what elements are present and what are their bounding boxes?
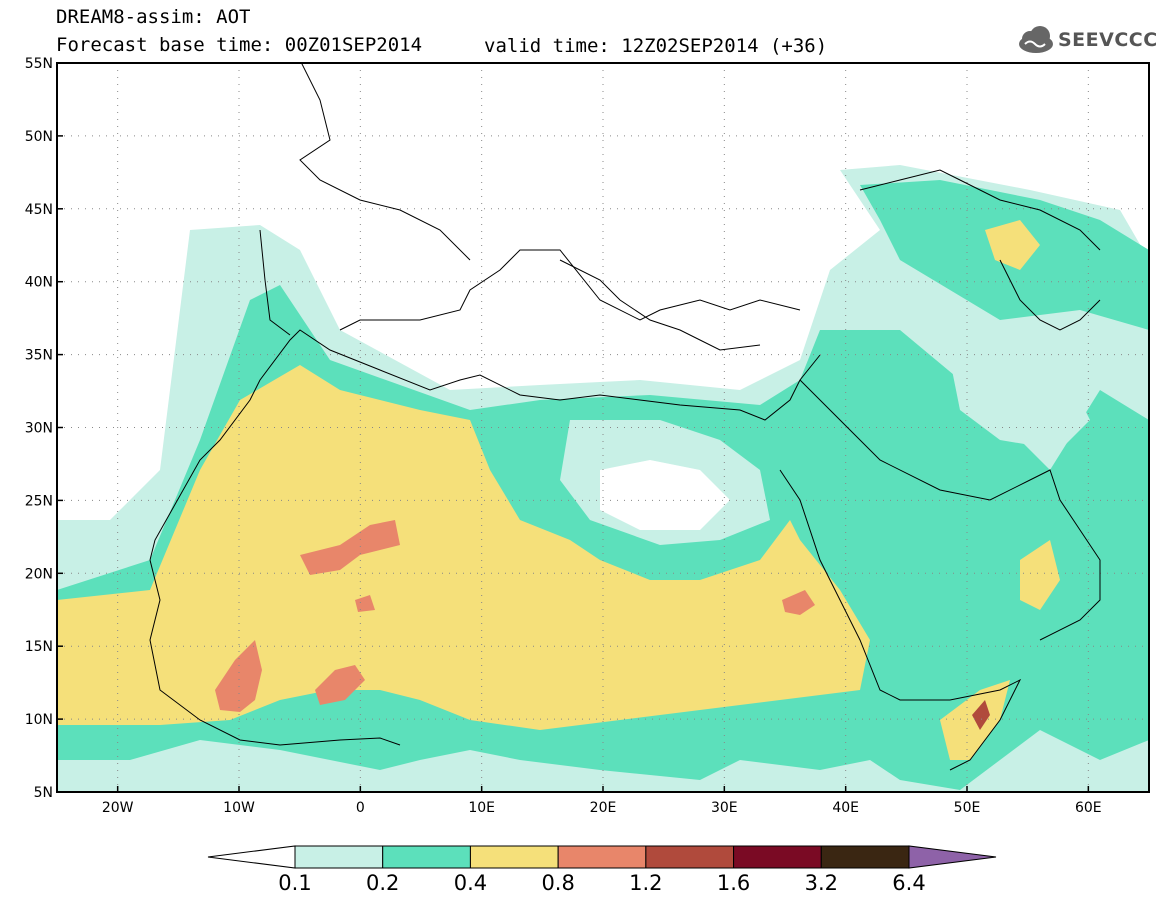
aot-band-0.4-arabia (1020, 540, 1060, 610)
seevccc-logo: SEEVCCC (1016, 24, 1158, 58)
colorbar-max-arrow (908, 845, 997, 869)
lon-axis-labels: 20W 10W 0 10E 20E 30E 40E 50E 60E (102, 786, 1102, 816)
lat-label: 45N (25, 202, 53, 218)
lon-label: 30E (711, 800, 738, 816)
colorbar-level-label: 3.2 (805, 871, 838, 895)
colorbar-swatch (294, 845, 384, 869)
lon-label: 10E (468, 800, 495, 816)
aot-band-0.8-b (355, 595, 375, 612)
logo-text: SEEVCCC (1058, 29, 1158, 51)
colorbar-level-label: 0.4 (454, 871, 487, 895)
colorbar-swatch (645, 845, 735, 869)
lat-label: 55N (25, 56, 53, 72)
aot-band-0.8-a (300, 520, 400, 575)
lat-label: 5N (34, 785, 53, 801)
gridlines (57, 63, 1149, 792)
lon-label: 0 (356, 800, 365, 816)
colorbar-level-label: 0.1 (278, 871, 311, 895)
colorbar-level-label: 6.4 (892, 871, 925, 895)
lat-label: 10N (25, 712, 53, 728)
colorbar-level-label: 1.6 (717, 871, 750, 895)
aot-band-0.8-e (782, 590, 815, 615)
map-title: DREAM8-assim: AOT (56, 6, 251, 28)
colorbar-level-label: 1.2 (629, 871, 662, 895)
aot-band-0.8-c (215, 640, 262, 712)
colorbar-swatch (469, 845, 559, 869)
coastlines (149, 63, 1101, 771)
cloud-icon (1019, 26, 1053, 53)
colorbar-swatch (733, 845, 822, 869)
lat-label: 50N (25, 129, 53, 145)
lat-axis-labels: 55N 50N 45N 40N 35N 30N 25N 20N 15N 10N 5N (25, 56, 63, 801)
lat-label: 40N (25, 275, 53, 291)
aot-band-1.2 (972, 700, 990, 730)
lat-label: 20N (25, 566, 53, 582)
lon-label: 10W (223, 800, 255, 816)
lon-label: 20E (590, 800, 617, 816)
colorbar (207, 845, 997, 869)
aot-band-0.8-d (315, 665, 365, 705)
lat-label: 30N (25, 421, 53, 437)
colorbar-min-arrow (207, 845, 296, 869)
aot-hole-egypt-clear (600, 460, 730, 530)
lon-label: 50E (954, 800, 981, 816)
lon-label: 60E (1075, 800, 1102, 816)
colorbar-swatch (557, 845, 647, 869)
lat-label: 35N (25, 348, 53, 364)
lat-label: 25N (25, 493, 53, 509)
forecast-base-time: Forecast base time: 00Z01SEP2014 (56, 34, 423, 56)
lon-label: 40E (832, 800, 859, 816)
colorbar-swatch (820, 845, 910, 869)
aot-band-0.4-caspian (985, 220, 1040, 270)
aot-hole-iran (950, 350, 1090, 450)
colorbar-level-label: 0.2 (366, 871, 399, 895)
aot-band-0.4 (57, 365, 870, 730)
lon-label: 20W (102, 800, 134, 816)
lat-label: 15N (25, 639, 53, 655)
colorbar-level-label: 0.8 (541, 871, 574, 895)
colorbar-swatch (382, 845, 471, 869)
valid-time: valid time: 12Z02SEP2014 (+36) (484, 35, 828, 57)
colorbar-labels: 0.1 0.2 0.4 0.8 1.2 1.6 3.2 6.4 (278, 871, 925, 895)
